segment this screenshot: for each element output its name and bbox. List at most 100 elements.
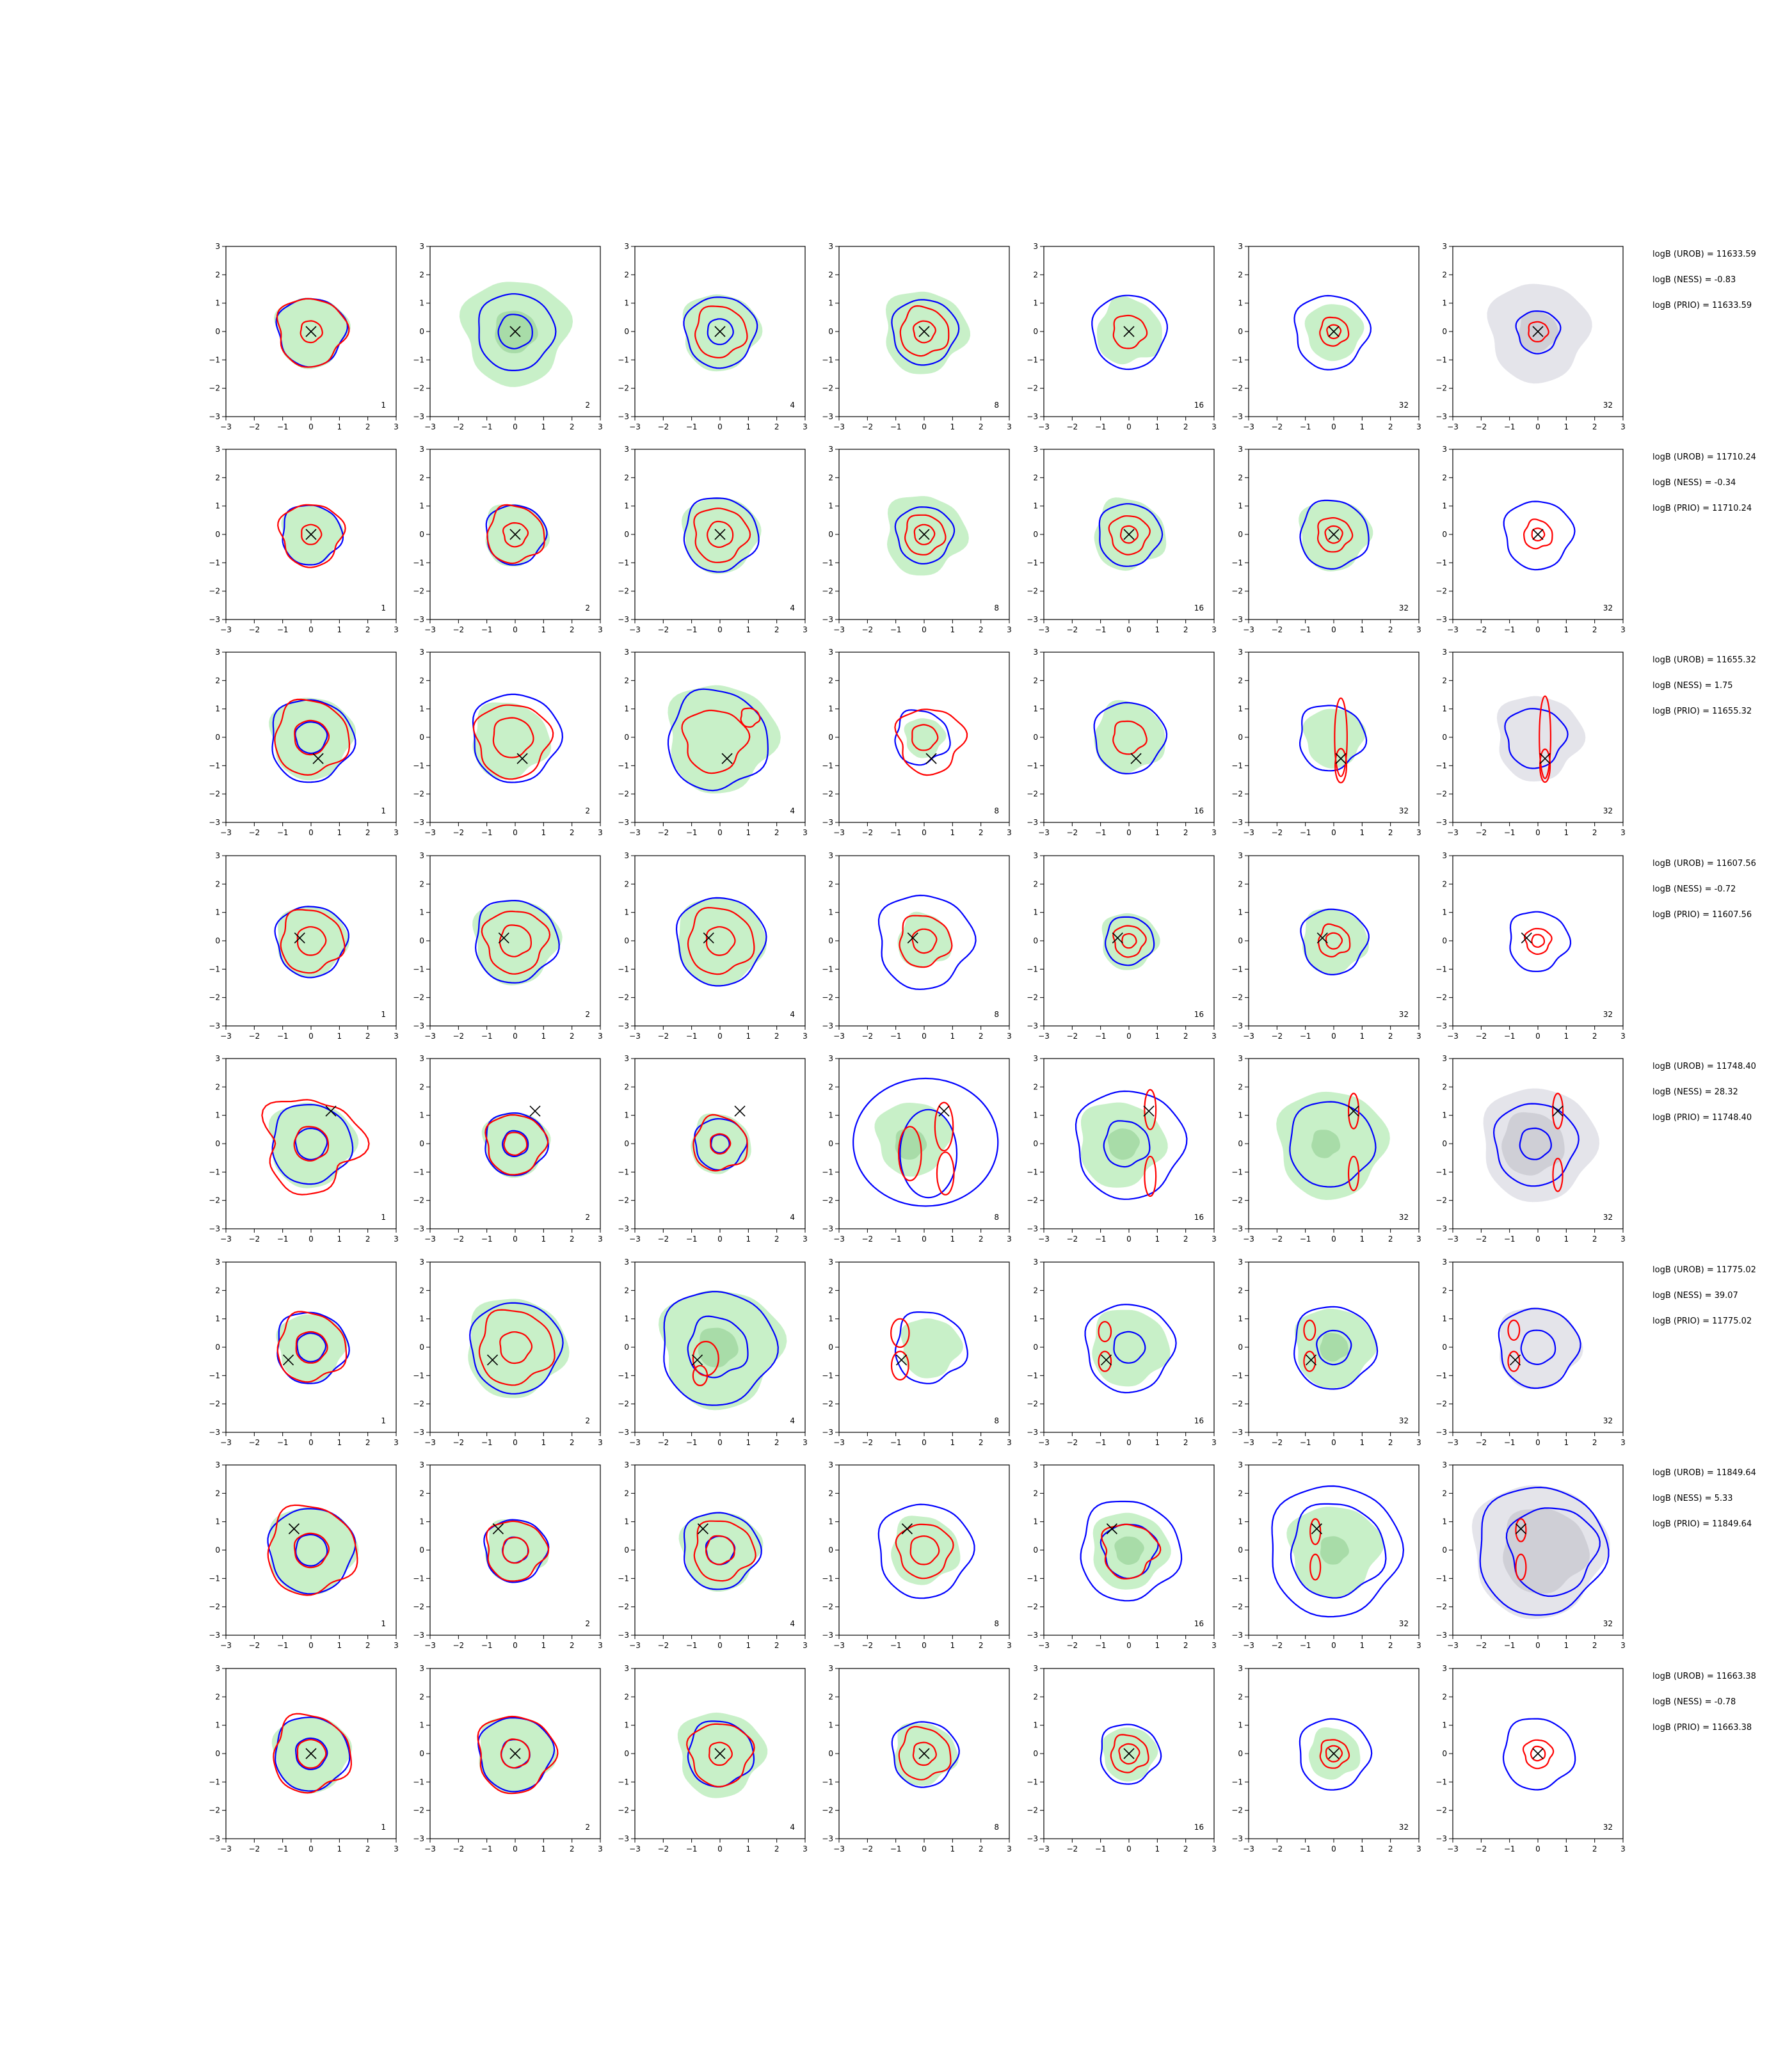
red-contour: [692, 1114, 748, 1172]
y-tick-label: −3: [1231, 615, 1243, 624]
x-tick-label: −1: [481, 1641, 493, 1650]
x-tick-label: 0: [308, 1032, 314, 1041]
y-tick-label: 2: [1033, 1692, 1038, 1701]
red-contour: [890, 1350, 909, 1381]
y-tick-label: −1: [822, 355, 833, 364]
red-contour: [693, 1520, 756, 1582]
y-tick-label: −3: [413, 1021, 424, 1030]
true-value-marker: [1106, 1523, 1117, 1535]
y-tick-label: 0: [1033, 1546, 1038, 1555]
x-tick-label: 3: [598, 422, 603, 431]
panel-r3-c3: −3−3 −2 −2 −1 −1 0 0 1 1 2 2 3 3 4: [618, 648, 808, 837]
x-tick-label: 0: [1535, 1844, 1540, 1853]
panel-r6-c2: −3−3 −2 −2 −1 −1 0 0 1 1 2 2 3 3 2: [413, 1258, 603, 1447]
x-tick-label: −1: [1300, 1438, 1311, 1447]
blue-contour: [1290, 1503, 1387, 1599]
panel-number-label: 32: [1399, 1619, 1409, 1628]
x-tick-label: −2: [452, 1032, 464, 1041]
y-tick-label: −3: [1027, 1021, 1038, 1030]
x-tick-label: 1: [1360, 1641, 1365, 1650]
blue-contour: [891, 299, 960, 366]
x-tick-label: 2: [774, 1438, 780, 1447]
y-tick-label: −1: [209, 1167, 220, 1176]
true-value-marker: [305, 529, 317, 540]
y-tick-label: −2: [209, 1400, 220, 1409]
y-tick-label: −1: [413, 1777, 424, 1786]
y-tick-label: 3: [624, 1664, 629, 1673]
y-tick-label: −3: [618, 818, 629, 827]
y-tick-label: −2: [822, 993, 833, 1002]
x-tick-label: 1: [1564, 1032, 1569, 1041]
x-tick-label: −2: [657, 1844, 669, 1853]
x-tick-label: 3: [1620, 1438, 1626, 1447]
blue-contour: [295, 1533, 328, 1567]
panel-number-label: 1: [381, 806, 386, 815]
logb-annotation: logB (PRIO) = 11607.56: [1652, 910, 1752, 920]
blue-contour: [877, 1503, 975, 1599]
plot-area: [1293, 1306, 1379, 1390]
red-contour: [276, 1311, 348, 1383]
blue-contour: [1093, 701, 1168, 775]
blue-contour: [1503, 500, 1576, 571]
red-contour: [899, 915, 953, 968]
red-contour: [1334, 748, 1348, 784]
x-tick-label: −2: [248, 1438, 260, 1447]
x-tick-label: 2: [1388, 1844, 1393, 1853]
x-tick-label: 1: [337, 1844, 342, 1853]
density-fill: [698, 1327, 739, 1368]
panel-number-label: 1: [381, 1213, 386, 1222]
x-tick-label: 3: [394, 1235, 399, 1244]
red-contour: [694, 305, 748, 358]
true-value-marker: [907, 932, 918, 944]
y-tick-label: −3: [413, 412, 424, 421]
x-tick-label: 2: [1183, 1235, 1188, 1244]
panel-r2-c6: −3−3 −2 −2 −1 −1 0 0 1 1 2 2 3 3 32: [1231, 445, 1421, 634]
panel-r7-c3: −3−3 −2 −2 −1 −1 0 0 1 1 2 2 3 3 4: [618, 1460, 808, 1650]
y-tick-label: 2: [1442, 1692, 1447, 1701]
true-value-marker: [714, 529, 726, 540]
red-contour: [1112, 314, 1148, 349]
x-tick-label: 3: [394, 625, 399, 634]
y-tick-label: 1: [419, 1517, 424, 1526]
y-tick-label: 2: [624, 270, 629, 279]
x-tick-label: 1: [337, 1235, 342, 1244]
panel-number-label: 2: [585, 1823, 590, 1832]
x-tick-label: −1: [1300, 625, 1311, 634]
x-tick-label: 2: [365, 422, 371, 431]
x-tick-label: 1: [1155, 625, 1160, 634]
x-tick-label: 3: [1416, 1641, 1421, 1650]
true-value-marker: [1328, 529, 1340, 540]
y-tick-label: 0: [828, 1343, 833, 1352]
y-tick-label: 0: [215, 1749, 220, 1758]
x-tick-label: 2: [774, 1641, 780, 1650]
panel-number-label: 32: [1603, 1416, 1613, 1425]
y-tick-label: −3: [209, 1834, 220, 1843]
y-tick-label: 0: [1442, 327, 1447, 336]
y-tick-label: 3: [215, 648, 220, 657]
x-tick-label: 3: [1212, 1032, 1217, 1041]
x-tick-label: 2: [1183, 828, 1188, 837]
panel-r6-c1: −3−3 −2 −2 −1 −1 0 0 1 1 2 2 3 3 1: [209, 1258, 399, 1447]
y-tick-label: 0: [1238, 530, 1243, 539]
plot-area: [1093, 700, 1168, 775]
y-tick-label: 2: [624, 1286, 629, 1295]
x-tick-label: −2: [452, 625, 464, 634]
x-tick-label: 0: [1535, 828, 1540, 837]
y-tick-label: −1: [413, 1167, 424, 1176]
y-tick-label: 1: [828, 1111, 833, 1120]
x-tick-label: 1: [1155, 1844, 1160, 1853]
blue-contour: [1505, 1507, 1601, 1597]
red-contour: [687, 907, 755, 975]
x-tick-label: −2: [1475, 1641, 1487, 1650]
x-tick-label: 0: [922, 1032, 927, 1041]
red-contour: [1319, 1739, 1350, 1769]
y-tick-label: 3: [828, 648, 833, 657]
red-contour: [293, 1126, 330, 1162]
logb-annotation: logB (NESS) = -0.78: [1652, 1697, 1736, 1707]
y-tick-label: −3: [209, 1428, 220, 1437]
plot-area: [481, 1112, 551, 1178]
true-value-marker: [1532, 1748, 1544, 1759]
y-tick-label: −3: [618, 1834, 629, 1843]
y-tick-label: −2: [1027, 790, 1038, 799]
x-tick-label: 1: [746, 625, 751, 634]
